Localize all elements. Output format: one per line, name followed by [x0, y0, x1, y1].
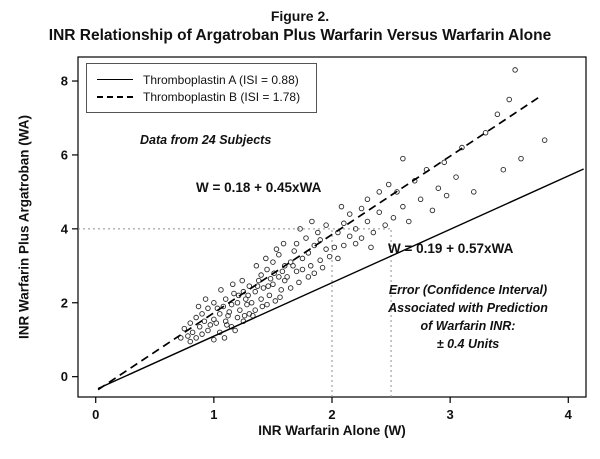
legend-label-a: Thromboplastin A (ISI = 0.88)	[143, 72, 299, 87]
x-axis-ticks: 0 1 2 3 4	[92, 397, 573, 422]
figure-header: Figure 2. INR Relationship of Argatroban…	[0, 0, 600, 45]
trend-line-dashed	[97, 94, 543, 391]
error-line-4: ± 0.4 Units	[436, 337, 500, 352]
svg-text:2: 2	[328, 407, 335, 422]
svg-text:0: 0	[92, 407, 99, 422]
figure-title: INR Relationship of Argatroban Plus Warf…	[48, 27, 552, 44]
scatter-points	[178, 67, 548, 345]
annotation-equation-solid-line: W = 0.19 + 0.57xWA	[388, 241, 514, 256]
annotation-subjects: Data from 24 Subjects	[140, 133, 272, 147]
svg-text:2: 2	[61, 295, 68, 310]
legend-label-b: Thromboplastin B (ISI = 1.78)	[143, 89, 301, 104]
error-line-1: Error (Confidence Interval)	[388, 283, 548, 297]
chart-svg: 0 1 2 3 4 0 2 4 6 8	[61, 56, 587, 422]
error-line-2: Associated with Prediction	[388, 301, 548, 316]
annotation-error-interval: Error (Confidence Interval) Associated w…	[348, 281, 588, 354]
dashed-line-swatch	[97, 95, 133, 98]
y-axis-ticks: 0 2 4 6 8	[61, 74, 78, 384]
svg-text:6: 6	[61, 147, 68, 162]
legend-item-thromboplastin-b: Thromboplastin B (ISI = 1.78)	[97, 88, 300, 105]
x-axis-label: INR Warfarin Alone (W)	[258, 423, 406, 438]
trend-line-solid	[97, 168, 584, 390]
svg-text:0: 0	[61, 369, 68, 384]
y-axis-label: INR Warfarin Plus Argatroban (WA)	[16, 114, 32, 340]
svg-text:4: 4	[565, 407, 573, 422]
svg-text:3: 3	[447, 407, 454, 422]
figure-label: Figure 2.	[270, 8, 330, 24]
legend: Thromboplastin A (ISI = 0.88) Thrombopla…	[86, 63, 318, 113]
annotation-equation-dashed-line: W = 0.18 + 0.45xWA	[196, 180, 322, 195]
legend-item-thromboplastin-a: Thromboplastin A (ISI = 0.88)	[97, 71, 300, 88]
svg-text:8: 8	[61, 74, 68, 89]
chart-area: 0 1 2 3 4 0 2 4 6 8 Thromboplastin A (ISI = 0.88)…	[0, 47, 600, 447]
error-line-3: of Warfarin INR:	[420, 319, 516, 334]
solid-line-swatch	[97, 79, 133, 80]
svg-text:1: 1	[210, 407, 217, 422]
svg-text:4: 4	[61, 221, 69, 236]
